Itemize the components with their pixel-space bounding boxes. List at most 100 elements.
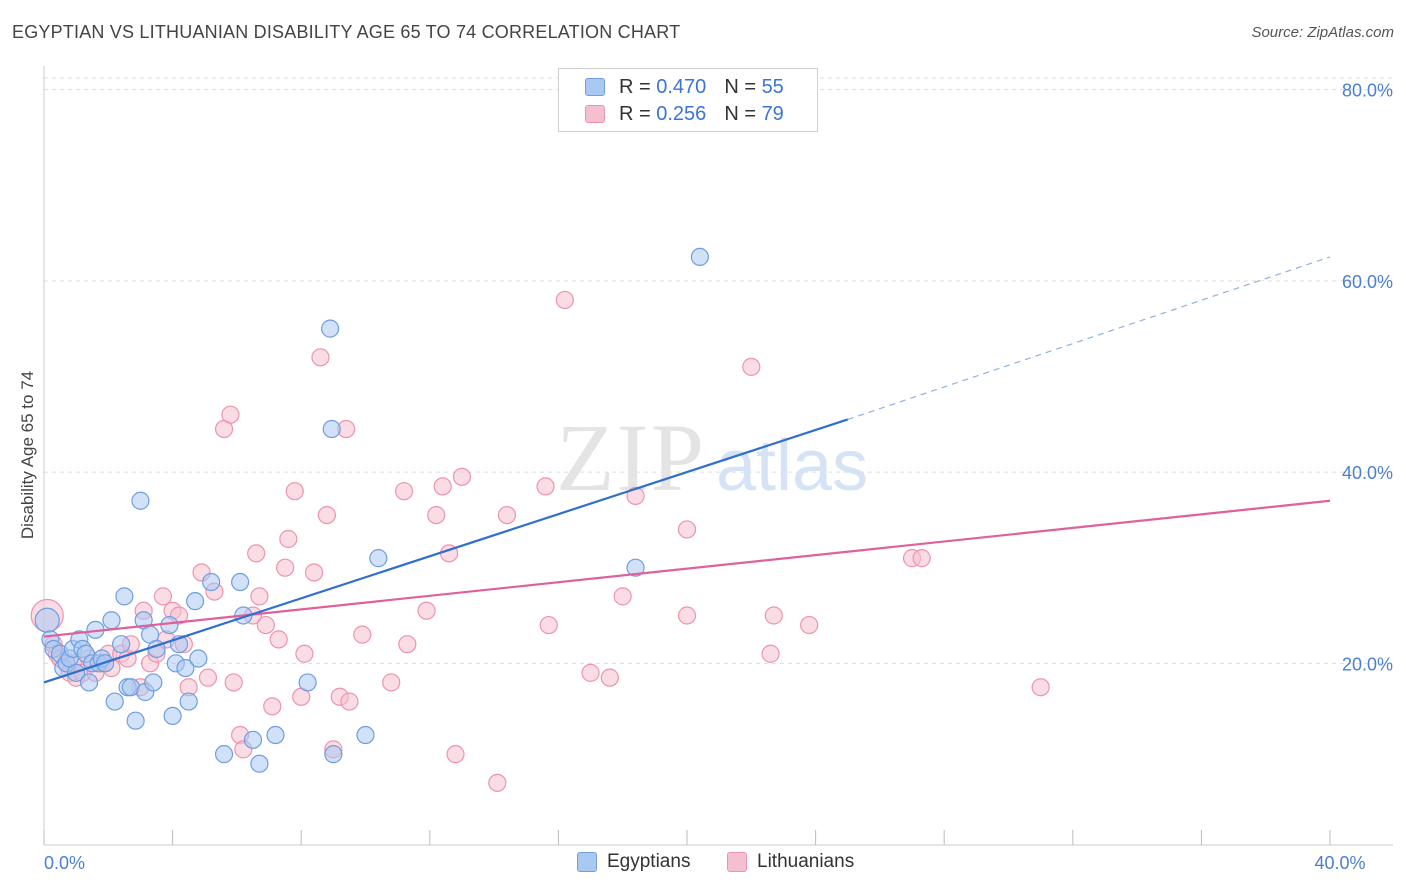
watermark-atlas: atlas [716,426,868,506]
lithuanians-point [304,563,324,582]
legend: R = 0.470 N = 55 R = 0.256 N = 79 [558,68,818,132]
lithuanians-point [417,601,436,620]
egyptians-point [160,615,179,635]
series-legend-label: Egyptians [607,851,691,872]
lithuanians-point [394,482,414,501]
lithuanians-point [497,505,517,525]
egyptians-point [34,607,60,633]
y-tick-label: 20.0% [1342,654,1393,674]
legend-r-value: 0.256 [656,102,707,125]
egyptians-point [356,725,375,745]
egyptians-point [115,587,134,606]
series-legend: Egyptians Lithuanians [0,851,1406,877]
legend-row-lithuanians: R = 0.256 N = 79 [585,103,784,125]
lithuanians-swatch [727,852,747,872]
egyptians-point [189,649,208,668]
x-tick-label: 0.0% [44,853,85,873]
source-label: Source: ZipAtlas.com [1251,24,1394,41]
series-legend-label: Lithuanians [757,851,855,872]
lithuanians-point [340,692,359,711]
y-axis-title: Disability Age 65 to 74 [18,371,37,539]
egyptians-point [126,711,145,730]
lithuanians-point [295,644,314,663]
lithuanians-point [446,745,465,764]
egyptians-point [179,692,198,711]
y-tick-label: 40.0% [1342,463,1393,483]
y-tick-label: 60.0% [1342,272,1393,292]
lithuanians-point [224,673,243,692]
lithuanians-point [279,529,298,549]
lithuanians-point [382,673,401,692]
egyptians-point [105,692,124,711]
legend-row-egyptians: R = 0.470 N = 55 [585,76,784,98]
egyptians-point [186,592,205,611]
tick-labels: 20.0% 40.0% 60.0% 80.0% 0.0% 40.0% [44,81,1393,873]
lithuanians-point [263,697,282,716]
lithuanians-point [600,668,619,687]
watermark: ZIP atlas [556,404,868,511]
egyptians-point [690,247,709,267]
egyptians-point [324,745,343,764]
lithuanians-point [677,520,697,539]
legend-n-value: 79 [761,102,784,125]
legend-r-value: 0.470 [656,75,707,98]
egyptians-point [298,673,317,692]
lithuanians-point [555,290,574,310]
lithuanians-point [256,615,275,635]
lithuanians-point [742,357,761,376]
legend-r-label: R = [619,75,651,98]
lithuanians-point [800,615,819,635]
axes [43,66,1393,846]
lithuanians-point [247,544,266,563]
chart-title: EGYPTIAN VS LITHUANIAN DISABILITY AGE 65… [12,22,681,42]
lithuanians-point [433,477,452,496]
lithuanians-point [311,348,330,367]
egyptians-trend-projection [847,256,1331,421]
lithuanians-point [317,505,337,525]
egyptians-point [322,419,341,439]
egyptians-point [231,572,250,592]
lithuanians-point [764,606,783,625]
egyptians-point [321,319,340,338]
egyptians-swatch [585,78,605,96]
legend-n-value: 55 [761,75,784,98]
egyptians-point [202,572,221,592]
y-tick-label: 80.0% [1342,81,1393,101]
lithuanians-point [250,587,269,606]
lithuanians-point [536,477,555,496]
lithuanians-point [452,467,472,486]
egyptians-point [112,635,131,654]
lithuanians-points [30,290,1050,792]
lithuanians-point [398,635,417,654]
lithuanians-point [488,773,507,792]
legend-n-label: N = [724,102,756,125]
legend-r-label: R = [619,102,651,125]
lithuanians-point [677,606,697,625]
egyptians-point [131,491,150,510]
lithuanians-point [626,486,645,506]
lithuanians-point [285,482,304,501]
egyptians-point [144,673,163,692]
egyptians-point [626,558,645,577]
trend-lines [43,256,1331,684]
egyptians-point [214,745,234,764]
lithuanians-trend-line [43,499,1331,638]
legend-n-label: N = [724,75,756,98]
egyptians-swatch [577,852,597,872]
series-legend-egyptians[interactable]: Egyptians [577,851,690,873]
series-legend-lithuanians[interactable]: Lithuanians [727,851,854,873]
egyptians-point [102,611,121,630]
egyptians-point [250,754,269,773]
lithuanians-point [539,615,558,635]
lithuanians-point [153,587,173,606]
egyptians-point [163,706,182,726]
lithuanians-point [761,644,780,663]
egyptians-point [176,658,195,678]
egyptians-point [79,673,99,692]
lithuanians-point [427,505,446,525]
lithuanians-swatch [585,105,605,123]
lithuanians-point [1031,678,1050,697]
egyptians-point [243,730,263,749]
x-tick-label: 40.0% [1314,853,1365,873]
lithuanians-point [912,549,931,568]
